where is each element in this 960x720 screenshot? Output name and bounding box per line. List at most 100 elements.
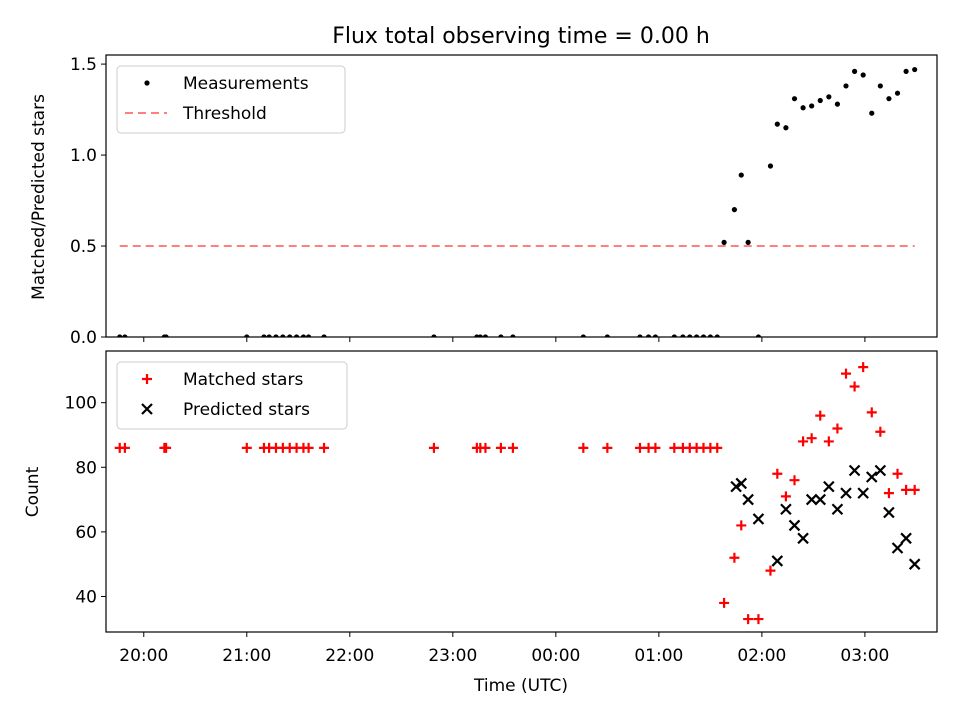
matched-star-marker <box>892 468 903 479</box>
predicted-star-marker <box>814 493 827 506</box>
matched-star-marker <box>669 442 680 453</box>
measurement-point <box>300 334 307 337</box>
top-panel: 0.0 0.5 1.0 1.5 Measurements Threshold <box>70 54 938 348</box>
measurement-point <box>652 334 659 337</box>
matched-star-marker <box>743 614 754 625</box>
top-ylabel: Matched/Predicted stars <box>29 94 49 300</box>
measurement-point <box>293 334 300 337</box>
x-tick-label: 00:00 <box>531 646 580 666</box>
predicted-star-marker <box>831 503 844 516</box>
measurement-point <box>321 334 327 337</box>
measurement-point <box>510 334 516 337</box>
measurement-point <box>745 239 751 245</box>
measurement-point <box>122 334 128 337</box>
measurement-point <box>694 334 700 337</box>
matched-star-marker <box>832 423 843 434</box>
measurement-point <box>117 334 123 337</box>
predicted-star-marker <box>780 503 792 516</box>
measurement-point <box>280 334 286 337</box>
predicted-star-marker <box>840 487 852 499</box>
matched-star-marker <box>753 614 764 625</box>
measurement-point <box>431 334 437 337</box>
matched-star-marker <box>806 433 817 444</box>
measurement-point <box>903 68 909 74</box>
measurement-point <box>273 334 279 337</box>
predicted-star-marker <box>752 513 765 525</box>
y-tick-label: 40 <box>75 587 97 607</box>
legend-marker <box>144 80 150 86</box>
x-tick-label: 01:00 <box>634 646 683 666</box>
measurement-point <box>305 334 312 337</box>
measurement-point <box>738 172 744 178</box>
predicted-star-marker <box>823 480 835 493</box>
matched-star-marker <box>650 442 661 453</box>
x-tick-label: 21:00 <box>222 646 271 666</box>
predicted-star-marker <box>797 532 809 545</box>
measurement-point <box>261 334 267 337</box>
matched-star-marker <box>495 442 506 453</box>
measurement-point <box>266 334 272 337</box>
matched-star-marker <box>789 475 800 486</box>
measurement-point <box>869 110 875 116</box>
measurement-point <box>877 83 883 89</box>
measurement-point <box>680 334 686 337</box>
matched-star-marker <box>823 436 834 447</box>
legend: Measurements Threshold <box>116 65 346 134</box>
measurement-point <box>163 334 169 337</box>
measurement-point <box>817 97 823 104</box>
measurement-point <box>851 68 858 74</box>
predicted-star-marker <box>848 464 861 477</box>
matched-star-marker <box>161 442 172 453</box>
x-tick-label: 02:00 <box>737 646 786 666</box>
matched-star-marker <box>729 552 740 563</box>
matched-star-marker <box>866 407 877 418</box>
matched-star-marker <box>712 442 723 453</box>
matched-star-marker <box>507 442 518 453</box>
y-tick-label: 0.5 <box>70 237 97 257</box>
plot-area <box>114 362 921 625</box>
x-tick-label: 03:00 <box>840 646 889 666</box>
measurement-point <box>700 334 707 337</box>
legend-marker <box>142 374 152 384</box>
bottom-panel: 40 60 80 100 20:00 21:00 22:00 23:00 00:00 01:00 0… <box>65 350 938 666</box>
measurement-point <box>774 121 780 127</box>
matched-star-marker <box>815 410 826 421</box>
matched-star-marker <box>241 442 252 453</box>
legend-label: Matched stars <box>183 370 303 390</box>
predicted-star-marker <box>874 464 887 477</box>
matched-star-marker <box>578 442 589 453</box>
predicted-star-marker <box>908 558 921 570</box>
measurement-point <box>783 125 789 131</box>
matched-star-marker <box>849 381 860 392</box>
matched-star-marker <box>303 442 314 453</box>
measurement-point <box>580 334 586 337</box>
predicted-star-marker <box>742 493 754 506</box>
y-tick-label: 0.0 <box>70 328 97 348</box>
measurement-point <box>886 96 892 102</box>
x-tick-label: 23:00 <box>428 646 477 666</box>
matched-star-marker <box>909 484 920 495</box>
x-tick-label: 20:00 <box>119 646 168 666</box>
legend-box <box>116 65 346 134</box>
legend-label: Threshold <box>182 104 267 124</box>
x-axis-label: Time (UTC) <box>473 676 568 696</box>
measurement-point <box>671 334 677 337</box>
measurement-point <box>826 94 832 100</box>
predicted-star-marker <box>730 480 742 493</box>
matched-star-marker <box>901 484 912 495</box>
measurement-point <box>721 239 727 245</box>
y-tick-label: 60 <box>75 523 97 543</box>
matched-star-marker <box>841 368 852 379</box>
predicted-star-marker <box>805 493 818 506</box>
matched-star-marker <box>772 468 783 479</box>
measurement-point <box>860 72 866 78</box>
bottom-ylabel: Count <box>23 466 43 517</box>
matched-star-marker <box>480 442 491 453</box>
predicted-star-marker <box>857 487 869 499</box>
matched-star-marker <box>765 565 776 576</box>
measurement-point <box>912 66 918 73</box>
measurement-point <box>604 334 610 337</box>
measurement-point <box>714 334 720 337</box>
matched-star-marker <box>428 442 439 453</box>
plot-area <box>117 66 918 337</box>
